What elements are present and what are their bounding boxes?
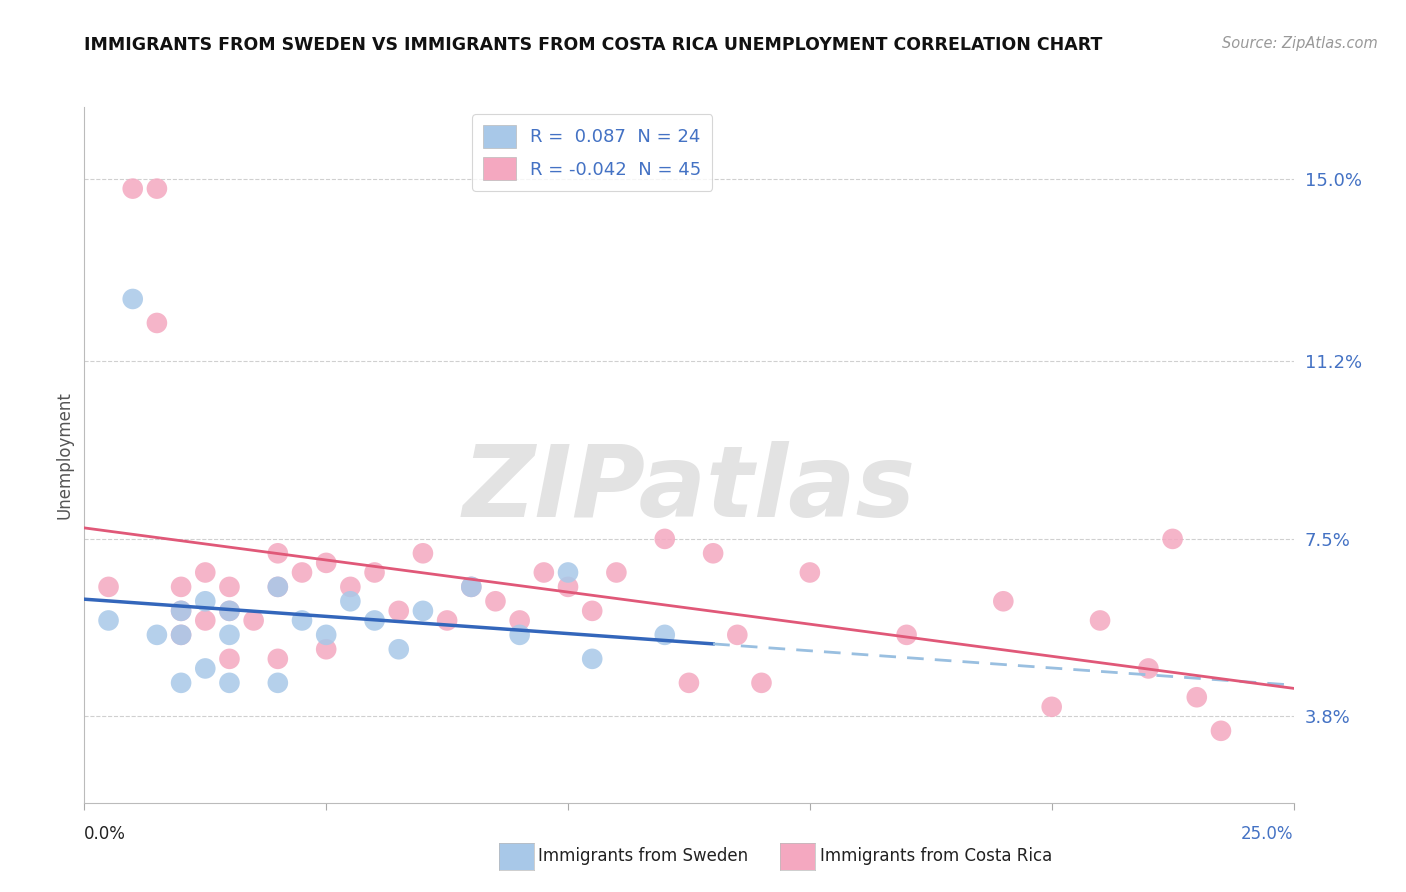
Text: 0.0%: 0.0%	[84, 825, 127, 843]
Legend: R =  0.087  N = 24, R = -0.042  N = 45: R = 0.087 N = 24, R = -0.042 N = 45	[472, 114, 711, 191]
Point	[557, 566, 579, 580]
Point	[896, 628, 918, 642]
Point	[218, 604, 240, 618]
Point	[339, 594, 361, 608]
Point	[460, 580, 482, 594]
Point	[267, 652, 290, 666]
Point	[315, 642, 337, 657]
Point	[146, 181, 169, 195]
Point	[460, 580, 482, 594]
Point	[291, 566, 314, 580]
Point	[412, 546, 434, 560]
Point	[1185, 690, 1208, 705]
Point	[1137, 661, 1160, 675]
Point	[218, 628, 240, 642]
Point	[194, 566, 217, 580]
Point	[121, 181, 143, 195]
Point	[315, 628, 337, 642]
Point	[170, 604, 193, 618]
Point	[315, 556, 337, 570]
Point	[267, 676, 290, 690]
Point	[242, 614, 264, 628]
Point	[388, 642, 411, 657]
Point	[654, 628, 676, 642]
Point	[170, 676, 193, 690]
Point	[363, 566, 385, 580]
Text: Source: ZipAtlas.com: Source: ZipAtlas.com	[1222, 36, 1378, 51]
Point	[654, 532, 676, 546]
Point	[267, 546, 290, 560]
Point	[339, 580, 361, 594]
Point	[218, 580, 240, 594]
Point	[725, 628, 748, 642]
Point	[170, 580, 193, 594]
Point	[412, 604, 434, 618]
Point	[146, 316, 169, 330]
Point	[702, 546, 724, 560]
Point	[170, 628, 193, 642]
Text: 25.0%: 25.0%	[1241, 825, 1294, 843]
Point	[146, 628, 169, 642]
Point	[509, 628, 531, 642]
Text: Immigrants from Sweden: Immigrants from Sweden	[538, 847, 748, 865]
Y-axis label: Unemployment: Unemployment	[55, 391, 73, 519]
Text: Immigrants from Costa Rica: Immigrants from Costa Rica	[820, 847, 1052, 865]
Point	[218, 676, 240, 690]
Point	[363, 614, 385, 628]
Point	[605, 566, 627, 580]
Point	[170, 604, 193, 618]
Point	[97, 614, 120, 628]
Point	[291, 614, 314, 628]
Point	[557, 580, 579, 594]
Point	[509, 614, 531, 628]
Point	[194, 594, 217, 608]
Point	[1088, 614, 1111, 628]
Point	[751, 676, 773, 690]
Point	[436, 614, 458, 628]
Point	[678, 676, 700, 690]
Point	[388, 604, 411, 618]
Point	[194, 661, 217, 675]
Point	[218, 652, 240, 666]
Point	[484, 594, 506, 608]
Text: IMMIGRANTS FROM SWEDEN VS IMMIGRANTS FROM COSTA RICA UNEMPLOYMENT CORRELATION CH: IMMIGRANTS FROM SWEDEN VS IMMIGRANTS FRO…	[84, 36, 1102, 54]
Point	[194, 614, 217, 628]
Point	[581, 604, 603, 618]
Point	[533, 566, 555, 580]
Point	[993, 594, 1015, 608]
Point	[799, 566, 821, 580]
Point	[581, 652, 603, 666]
Point	[121, 292, 143, 306]
Point	[170, 628, 193, 642]
Point	[1040, 699, 1063, 714]
Point	[97, 580, 120, 594]
Point	[1161, 532, 1184, 546]
Text: ZIPatlas: ZIPatlas	[463, 442, 915, 538]
Point	[267, 580, 290, 594]
Point	[1209, 723, 1232, 738]
Point	[267, 580, 290, 594]
Point	[218, 604, 240, 618]
